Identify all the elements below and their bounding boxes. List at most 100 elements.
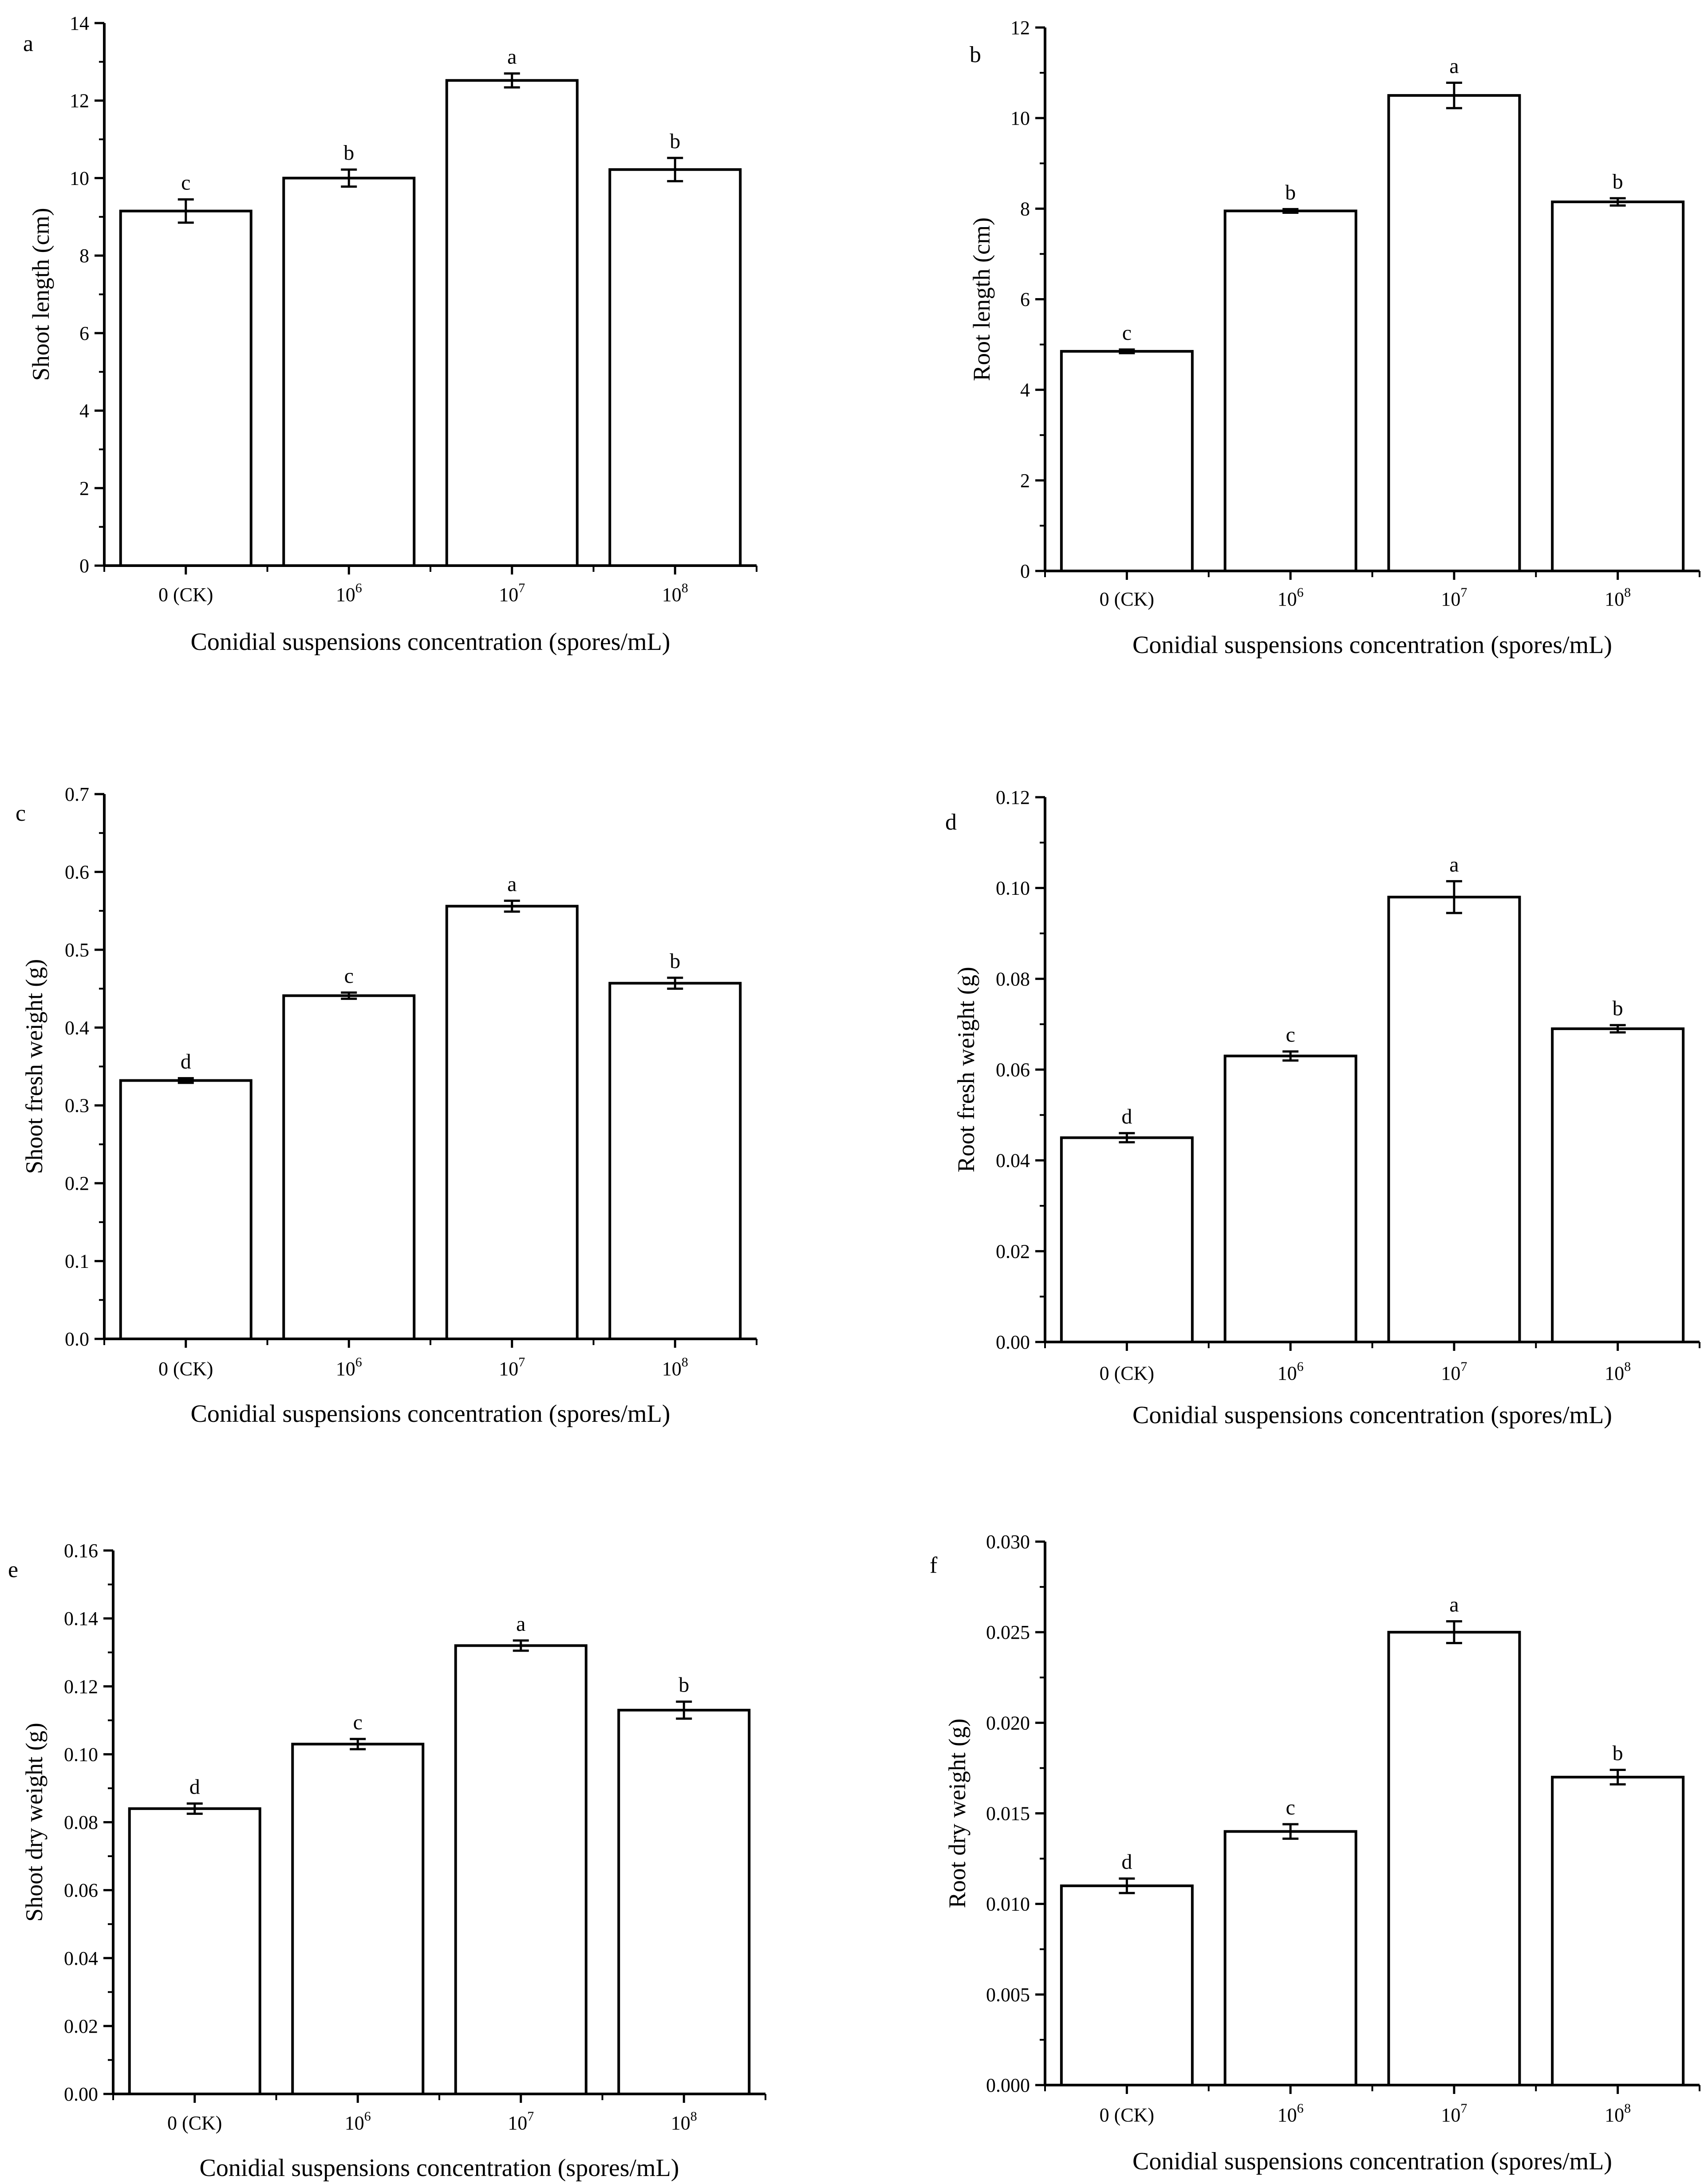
y-tick-label: 10: [1010, 107, 1030, 129]
significance-letter: d: [181, 1050, 191, 1073]
y-tick-label: 0.10: [996, 878, 1030, 899]
x-tick-label: 108: [1605, 585, 1631, 610]
y-tick-label: 0: [1020, 560, 1030, 582]
panel-label: e: [8, 1557, 18, 1582]
significance-letter: c: [1286, 1796, 1295, 1819]
y-axis-label: Shoot length (cm): [28, 208, 54, 381]
significance-letter: d: [1121, 1105, 1132, 1128]
y-tick-label: 0.10: [64, 1743, 98, 1765]
y-axis-label: Shoot fresh weight (g): [21, 959, 47, 1174]
y-tick-label: 14: [70, 12, 89, 34]
x-tick-label: 106: [345, 2109, 371, 2134]
bar-f-1: [1223, 1830, 1357, 2087]
significance-letter: a: [507, 872, 517, 896]
significance-letter: b: [1613, 1742, 1623, 1765]
y-tick-label: 4: [1020, 379, 1030, 401]
y-tick-label: 0.06: [996, 1059, 1030, 1081]
bar-f-0: [1060, 1884, 1194, 2087]
y-tick-label: 0.4: [65, 1017, 89, 1039]
bar-e-3: [617, 1708, 751, 2095]
y-tick-label: 0.12: [64, 1676, 98, 1697]
bar-c-3: [608, 982, 742, 1341]
y-tick-label: 2: [79, 477, 89, 499]
y-axis-label: Root fresh weight (g): [953, 967, 979, 1172]
y-tick-label: 0.00: [996, 1331, 1030, 1353]
y-tick-label: 6: [79, 323, 89, 344]
bar-b-3: [1551, 201, 1685, 573]
chart-panel-b: 0 2 4 6 8 10 12 c 0 (CK) b 106 a 107 b 108 Conidial sus…: [968, 17, 1700, 659]
y-tick-label: 0.00: [64, 2083, 98, 2105]
y-tick-label: 0.5: [65, 939, 89, 961]
y-tick-label: 10: [70, 167, 89, 189]
y-tick-label: 0.025: [986, 1621, 1030, 1643]
significance-letter: c: [344, 964, 354, 988]
bar-f-2: [1387, 1631, 1521, 2087]
y-tick-label: 0.1: [65, 1251, 89, 1272]
bar-e-2: [454, 1644, 588, 2095]
significance-letter: b: [1613, 170, 1623, 193]
x-tick-label: 0 (CK): [158, 584, 213, 606]
significance-letter: b: [670, 130, 680, 153]
chart-panel-d: 0.00 0.02 0.04 0.06 0.08 0.10 0.12 d 0 (CK) c 106 a…: [945, 787, 1700, 1429]
chart-panel-f: 0.000 0.005 0.010 0.015 0.020 0.025 0.030 d 0 (C…: [930, 1531, 1700, 2175]
x-tick-label: 108: [1605, 1359, 1631, 1384]
bar-d-1: [1223, 1055, 1357, 1344]
bar-c-2: [445, 905, 579, 1341]
bar-a-2: [445, 79, 579, 567]
y-tick-label: 0.08: [64, 1812, 98, 1834]
y-tick-label: 0.12: [996, 787, 1030, 808]
bar-f-3: [1551, 1775, 1685, 2086]
y-axis-label: Shoot dry weight (g): [21, 1723, 47, 1921]
x-tick-label: 0 (CK): [1100, 588, 1154, 610]
x-tick-label: 0 (CK): [1100, 2104, 1154, 2126]
chart-panel-c: 0.0 0.1 0.2 0.3 0.4 0.5 0.6 0.7 d 0 (CK) c 106 a 107 b…: [16, 783, 757, 1428]
y-tick-label: 0.005: [986, 1984, 1030, 2006]
significance-letter: c: [1286, 1023, 1295, 1047]
y-tick-label: 12: [1010, 17, 1030, 39]
significance-letter: b: [343, 141, 354, 165]
x-tick-label: 106: [336, 1355, 362, 1380]
significance-letter: b: [678, 1673, 689, 1697]
x-axis-label: Conidial suspensions concentration (spor…: [191, 1400, 671, 1428]
x-tick-label: 107: [499, 581, 525, 606]
bar-a-1: [282, 177, 416, 567]
bar-b-1: [1223, 209, 1357, 572]
x-tick-label: 0 (CK): [158, 1358, 213, 1380]
significance-letter: a: [1449, 55, 1459, 78]
y-tick-label: 2: [1020, 470, 1030, 492]
significance-letter: d: [1121, 1850, 1132, 1874]
y-tick-label: 0: [79, 555, 89, 577]
significance-letter: d: [189, 1775, 200, 1798]
y-tick-label: 0.015: [986, 1803, 1030, 1825]
significance-letter: a: [507, 45, 517, 69]
x-tick-label: 107: [1441, 1359, 1467, 1384]
significance-letter: c: [181, 171, 190, 194]
panel-label: b: [970, 42, 981, 67]
y-tick-label: 0.04: [64, 1948, 98, 1969]
y-tick-label: 0.14: [64, 1608, 98, 1629]
y-tick-label: 0.04: [996, 1150, 1030, 1172]
y-tick-label: 0.7: [65, 783, 89, 805]
y-tick-label: 0.02: [64, 2015, 98, 2037]
y-tick-label: 0.16: [64, 1540, 98, 1562]
y-tick-label: 8: [1020, 198, 1030, 220]
significance-letter: c: [1122, 321, 1132, 345]
bar-e-1: [291, 1743, 425, 2095]
x-axis-label: Conidial suspensions concentration (spor…: [200, 2154, 679, 2182]
significance-letter: b: [1285, 181, 1296, 204]
panel-label: f: [930, 1553, 938, 1578]
x-tick-label: 107: [499, 1355, 525, 1380]
x-axis-label: Conidial suspensions concentration (spor…: [1132, 1401, 1612, 1429]
x-tick-label: 108: [662, 1355, 688, 1380]
bar-c-0: [119, 1079, 252, 1340]
significance-letter: c: [353, 1711, 363, 1734]
chart-panel-e: 0.00 0.02 0.04 0.06 0.08 0.10 0.12 0.14 0.16 d 0 (…: [8, 1540, 766, 2182]
y-tick-label: 0.02: [996, 1240, 1030, 1262]
x-tick-label: 0 (CK): [1100, 1362, 1154, 1384]
y-tick-label: 0.3: [65, 1095, 89, 1117]
x-tick-label: 107: [1441, 585, 1467, 610]
y-tick-label: 0.010: [986, 1893, 1030, 1915]
bar-d-0: [1060, 1136, 1194, 1343]
panel-label: c: [16, 801, 26, 826]
